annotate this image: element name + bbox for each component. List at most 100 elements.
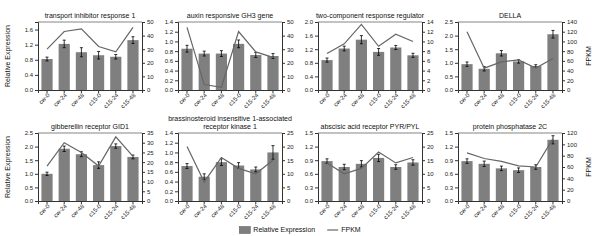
tick-label: 1.4 <box>165 130 174 136</box>
tick: 20 <box>142 60 154 66</box>
error-stem <box>64 146 65 151</box>
tick-label: c15-0 <box>368 92 383 107</box>
error-cap <box>411 159 414 160</box>
tick-label: c15-48 <box>260 92 278 110</box>
tick-label: 1.5 <box>445 130 454 136</box>
tick: cw-24 <box>472 90 488 108</box>
y2-axis: 01020304050 <box>282 19 294 93</box>
panel: 0.00.51.01.52.02.505101520253035cw-0cw-2… <box>4 123 154 220</box>
tick-label: 10 <box>287 74 294 80</box>
error-bar <box>203 51 206 56</box>
tick: 2.5 <box>25 130 38 136</box>
tick-mark <box>562 51 565 52</box>
error-cap <box>186 52 189 53</box>
tick-mark <box>315 22 318 23</box>
bar <box>496 168 507 201</box>
tick-label: cw-24 <box>472 203 488 219</box>
tick: 50 <box>142 19 154 25</box>
bar <box>59 149 70 201</box>
frame-top <box>318 22 422 23</box>
tick-label: 60 <box>567 58 574 64</box>
y-axis: 0.00.40.81.21.62.0 <box>305 19 319 93</box>
bar <box>373 52 384 90</box>
tick-label: 1.2 <box>445 144 454 150</box>
tick-label: 0.9 <box>445 158 454 164</box>
error-cap <box>326 62 329 63</box>
tick-label: cw-0 <box>458 92 472 106</box>
bar <box>110 57 121 90</box>
tick: 140 <box>562 19 578 25</box>
error-cap <box>411 165 414 166</box>
tick: 50 <box>282 19 294 25</box>
panel: 0.00.40.81.21.601020304050cw-0cw-24cw-48… <box>4 12 154 109</box>
error-stem <box>552 30 553 38</box>
error-bar <box>411 53 414 57</box>
y2-axis-title: FPKM <box>585 46 592 66</box>
panel: 0.00.51.01.52.02.5020406080100120140cw-0… <box>445 12 592 109</box>
plot-area <box>461 136 558 201</box>
tick-label: 2.0 <box>445 33 454 39</box>
error-cap <box>360 35 363 36</box>
tick-mark <box>315 76 318 77</box>
tick: 40 <box>282 33 294 39</box>
tick: 0.0 <box>305 198 318 204</box>
bar <box>547 140 558 201</box>
tick-label: 0.6 <box>445 171 454 177</box>
tick-mark <box>282 49 285 50</box>
tick: 15 <box>422 158 434 164</box>
error-bar <box>80 48 83 57</box>
tick: c15-24 <box>102 201 120 220</box>
tick-mark <box>422 80 425 81</box>
y2-axis: 01020304050 <box>142 19 154 93</box>
tick-label: 0.4 <box>25 72 34 78</box>
bar <box>267 56 278 90</box>
tick-label: 1.2 <box>25 42 34 48</box>
tick-mark <box>315 36 318 37</box>
error-cap <box>360 160 363 161</box>
line <box>187 27 273 87</box>
tick: 0.6 <box>165 169 178 175</box>
y-axis: 0.00.20.40.60.81.01.21.4 <box>165 130 179 204</box>
tick: 35 <box>142 130 154 136</box>
tick: 30 <box>142 140 154 146</box>
tick-mark <box>142 162 145 163</box>
error-bar <box>377 49 380 56</box>
legend-label: Relative Expression <box>253 226 315 234</box>
tick-label: 2.5 <box>445 19 454 25</box>
error-stem <box>272 146 273 160</box>
y2-axis: 020406080100120 <box>562 130 578 204</box>
tick: c15-0 <box>228 90 243 107</box>
x-axis: cw-0cw-24cw-48c15-0c15-24c15-48 <box>38 90 143 109</box>
y-axis-title: Relative Expression <box>4 136 12 198</box>
bar <box>76 52 87 90</box>
tick-label: 0.2 <box>165 78 174 84</box>
error-cap <box>551 38 554 39</box>
axis-line <box>179 91 283 94</box>
axis-line <box>143 134 146 202</box>
bar <box>373 158 384 201</box>
tick-label: 0.0 <box>25 87 34 93</box>
error-cap <box>63 151 66 152</box>
axis-line <box>315 23 319 91</box>
tick-label: 25 <box>427 130 434 136</box>
tick-label: c15-48 <box>540 92 558 110</box>
tick: 0.0 <box>165 198 178 204</box>
error-stem <box>378 154 379 161</box>
tick-label: 0.6 <box>165 169 174 175</box>
axis-line <box>283 134 286 202</box>
error-cap <box>80 156 83 157</box>
tick: cw-48 <box>350 90 366 108</box>
error-bar <box>326 159 329 164</box>
tick-mark <box>455 133 458 134</box>
tick-mark <box>282 147 285 148</box>
error-cap <box>254 167 257 168</box>
tick: 0.5 <box>25 185 38 191</box>
error-stem <box>255 53 256 58</box>
frame-top <box>458 22 562 23</box>
tick: 1.2 <box>445 144 458 150</box>
tick-mark <box>315 133 318 134</box>
error-cap <box>271 145 274 146</box>
error-cap <box>80 56 83 57</box>
bar <box>390 167 401 201</box>
tick-label: 1.2 <box>305 144 314 150</box>
